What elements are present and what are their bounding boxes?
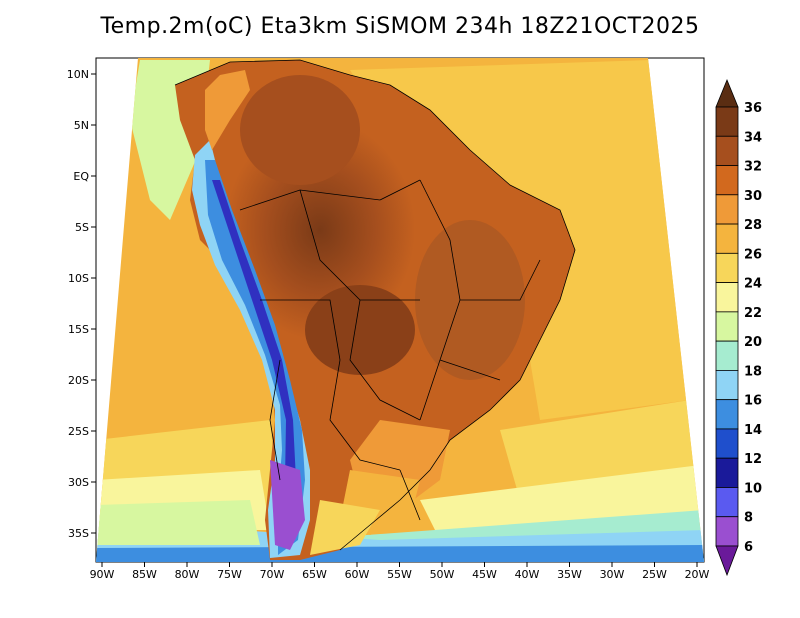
colorbar-label: 32 xyxy=(744,160,762,175)
x-axis-ticks: 90W 85W 80W 75W 70W 65W 60W 55W 50W 45W 40W 35W 30W 2… xyxy=(90,562,710,581)
colorbar-label: 16 xyxy=(744,394,762,409)
map-title: Temp.2m(oC) Eta3km SiSMOM 234h 18Z21OCT2… xyxy=(100,14,700,39)
colorbar-label: 28 xyxy=(744,218,762,233)
pacific-south-green xyxy=(96,500,260,545)
x-tick-label: 55W xyxy=(387,568,412,581)
colorbar-segment xyxy=(715,194,739,225)
x-tick-label: 70W xyxy=(260,568,285,581)
colorbar-segment xyxy=(715,165,739,196)
y-tick-label: EQ xyxy=(73,170,89,183)
colorbar-label: 34 xyxy=(744,130,762,145)
x-tick-label: 50W xyxy=(430,568,455,581)
colorbar-segment xyxy=(715,369,739,401)
x-tick-label: 20W xyxy=(685,568,710,581)
colorbar-segment xyxy=(715,282,739,313)
y-axis-ticks: 10N 5N EQ 5S 10S 15S 20S 25S 30S 35S xyxy=(67,68,96,540)
x-tick-label: 35W xyxy=(557,568,582,581)
colorbar-label: 10 xyxy=(744,481,762,496)
x-tick-label: 85W xyxy=(132,568,157,581)
y-tick-label: 5N xyxy=(74,119,89,132)
colorbar-segment xyxy=(715,135,739,166)
colorbar-label: 6 xyxy=(744,540,753,555)
colorbar-segment xyxy=(715,311,739,342)
colorbar: 36 34 32 30 28 26 24 22 20 18 16 14 12 10 8 6 xyxy=(715,78,762,577)
colorbar-label: 18 xyxy=(744,364,762,379)
y-tick-label: 25S xyxy=(68,425,89,438)
colorbar-segment xyxy=(715,223,739,254)
x-tick-label: 80W xyxy=(175,568,200,581)
x-tick-label: 75W xyxy=(217,568,242,581)
south-ocean-colder xyxy=(96,545,704,562)
x-tick-label: 60W xyxy=(345,568,370,581)
x-tick-label: 65W xyxy=(302,568,327,581)
x-tick-label: 90W xyxy=(90,568,115,581)
colorbar-segment xyxy=(715,428,739,459)
political-borders xyxy=(174,59,576,551)
map-field xyxy=(96,58,704,562)
colorbar-segment xyxy=(715,252,739,283)
andes-colder xyxy=(205,160,305,555)
x-tick-label: 45W xyxy=(472,568,497,581)
y-tick-label: 10S xyxy=(68,272,89,285)
y-tick-label: 20S xyxy=(68,374,89,387)
colorbar-label: 20 xyxy=(744,335,762,350)
colorbar-segment xyxy=(715,399,739,430)
y-tick-label: 30S xyxy=(68,476,89,489)
andes-south-purple xyxy=(270,460,305,550)
x-tick-label: 25W xyxy=(642,568,667,581)
colorbar-label: 22 xyxy=(744,306,762,321)
colorbar-segment xyxy=(715,516,739,547)
colorbar-label: 30 xyxy=(744,189,762,204)
y-tick-label: 35S xyxy=(68,527,89,540)
colorbar-segment xyxy=(715,340,739,371)
x-tick-label: 30W xyxy=(600,568,625,581)
colorbar-segment xyxy=(715,106,739,137)
north-hot-core xyxy=(240,75,360,185)
colorbar-over-arrow xyxy=(715,78,739,108)
north-andes-warm xyxy=(205,70,250,150)
y-tick-label: 5S xyxy=(75,221,89,234)
colorbar-label: 36 xyxy=(744,101,762,116)
colorbar-under-arrow xyxy=(715,545,739,577)
colorbar-segment xyxy=(715,457,739,488)
colorbar-label: 12 xyxy=(744,452,762,467)
y-tick-label: 15S xyxy=(68,323,89,336)
y-tick-label: 10N xyxy=(67,68,89,81)
central-hot-core xyxy=(305,285,415,375)
colorbar-label: 14 xyxy=(744,423,762,438)
colorbar-label: 26 xyxy=(744,247,762,262)
colorbar-label: 8 xyxy=(744,511,753,526)
x-tick-label: 40W xyxy=(515,568,540,581)
colorbar-segment xyxy=(715,487,739,518)
colorbar-label: 24 xyxy=(744,277,762,292)
patagonia-warm xyxy=(310,500,380,555)
